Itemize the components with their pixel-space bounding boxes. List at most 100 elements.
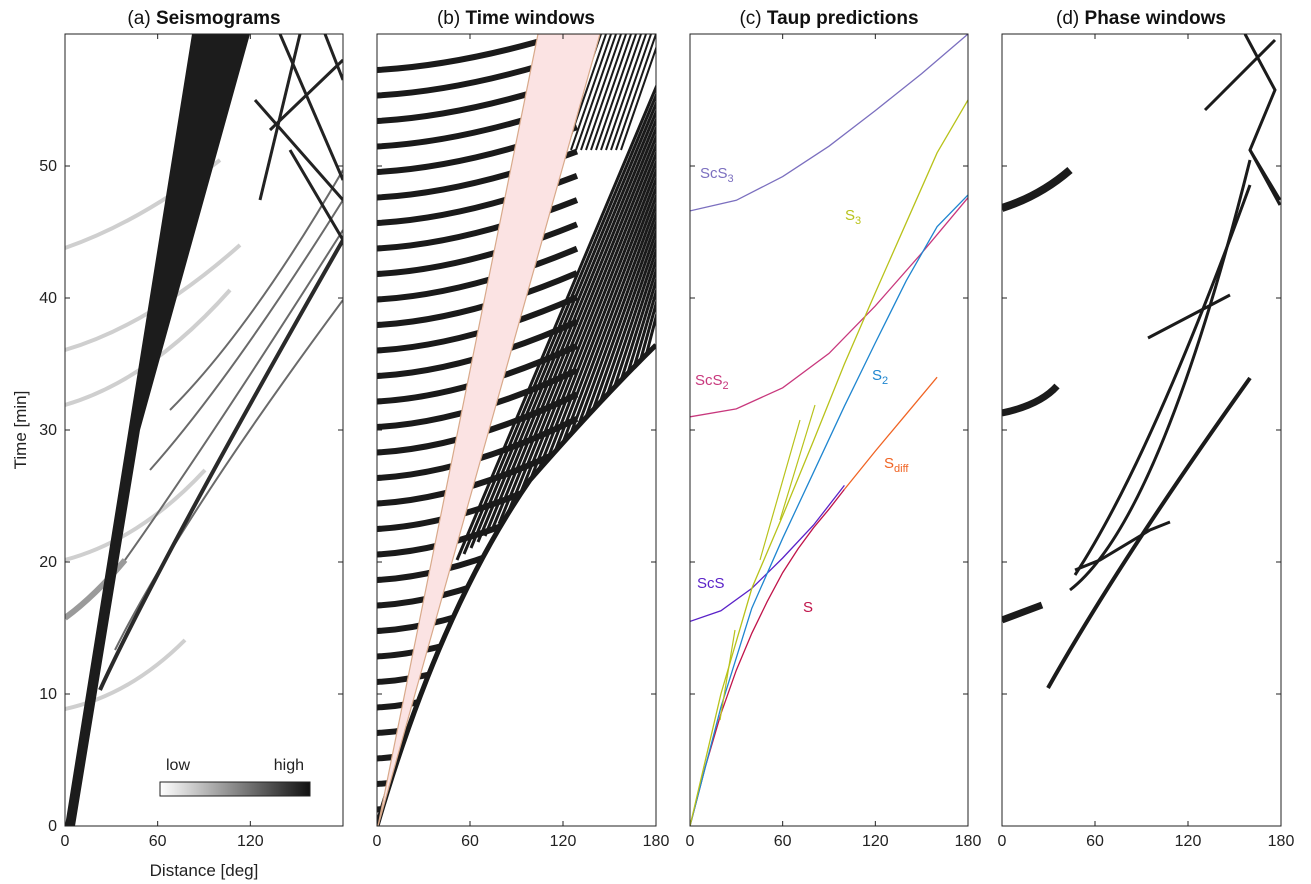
y-tick-label: 10	[39, 686, 57, 703]
window-scs	[1002, 601, 1044, 624]
x-tick-label: 60	[1086, 833, 1104, 850]
stripe	[539, 183, 656, 489]
direct-wedge	[65, 34, 250, 826]
window-crossing	[1074, 520, 1171, 572]
stripe	[511, 150, 656, 513]
x-tick-label: 0	[686, 833, 695, 850]
s3-fragment	[779, 404, 816, 521]
x-axis-label: Distance [deg]	[150, 861, 259, 880]
label-s2: S2	[872, 367, 888, 387]
colorbar-low-label: low	[166, 757, 190, 774]
stripe	[476, 108, 656, 543]
x-tick-label: 180	[955, 833, 982, 850]
y-tick-label: 0	[48, 818, 57, 835]
x-tick-label: 120	[550, 833, 577, 850]
window-scs2	[1002, 383, 1060, 417]
curve-s-3	[690, 99, 968, 826]
stripe	[525, 166, 656, 501]
shaded-window	[377, 34, 601, 826]
lower-mask	[377, 345, 656, 826]
curve-scs-3	[690, 34, 968, 212]
panel-frame	[689, 33, 969, 827]
cross-stripe	[590, 34, 632, 151]
colorbar-high-label: high	[274, 757, 304, 774]
branches	[114, 169, 343, 651]
cross-stripe	[620, 45, 656, 151]
stripe	[490, 124, 656, 531]
stripe	[518, 158, 656, 507]
x-tick-label: 180	[1268, 833, 1295, 850]
x-tick-label: 60	[461, 833, 479, 850]
cross-stripe	[570, 34, 612, 151]
s3-fragment	[719, 629, 736, 721]
cross-stripe	[610, 34, 652, 151]
stripe	[462, 91, 656, 555]
y-tick-label: 50	[39, 158, 57, 175]
panel-b-plot	[377, 34, 656, 826]
panel-d-plot	[1002, 34, 1281, 689]
curve-s	[690, 489, 845, 826]
y-tick-label: 30	[39, 422, 57, 439]
label-s: S	[803, 599, 813, 616]
panel-frame	[1001, 33, 1282, 827]
s3-fragment	[759, 419, 801, 561]
window-s-sdiff	[1046, 376, 1252, 689]
main-branch	[98, 239, 343, 691]
curve-s-2	[690, 194, 968, 826]
stripe	[483, 116, 656, 537]
x-tick-label: 60	[774, 833, 792, 850]
stripe	[504, 141, 656, 519]
cross-stripe	[575, 34, 617, 151]
colorbar	[159, 781, 311, 797]
window-s3	[1073, 184, 1252, 576]
x-tick-label: 60	[149, 833, 167, 850]
panel-b-title: (b) Time windows	[437, 8, 595, 29]
lower-boundary	[377, 343, 656, 826]
panel-c-plot	[690, 34, 968, 826]
stripe	[469, 100, 656, 549]
curve-scs-2	[690, 197, 968, 418]
label-scs3: ScS3	[700, 165, 734, 185]
arc	[377, 294, 579, 354]
cross-stripe	[595, 34, 637, 151]
label-scs2: ScS2	[695, 372, 729, 392]
label-sdiff: Sdiff	[884, 455, 909, 475]
label-scs: ScS	[697, 575, 725, 592]
panel-c-title: (c) Taup predictions	[739, 8, 918, 29]
y-tick-label: 20	[39, 554, 57, 571]
x-tick-label: 0	[998, 833, 1007, 850]
curve-s-diff	[843, 376, 938, 490]
arc	[377, 221, 579, 277]
x-tick-label: 120	[1175, 833, 1202, 850]
stripe	[497, 133, 656, 525]
arc	[377, 245, 579, 303]
stripe	[546, 192, 656, 483]
axes: 0 60 120 0 10 20 30 40 50 0 60 120 180 0 60 120 180 0 60 12…	[39, 33, 1295, 850]
x-tick-label: 0	[373, 833, 382, 850]
panel-d-title: (d) Phase windows	[1056, 8, 1226, 29]
panel-a-title: (a) Seismograms	[127, 8, 280, 29]
arc	[377, 270, 579, 328]
stripe	[455, 83, 656, 561]
crossing-lines	[253, 34, 343, 241]
cross-stripe	[615, 34, 656, 151]
y-tick-label: 40	[39, 290, 57, 307]
y-axis-label: Time [min]	[11, 391, 30, 470]
cross-stripe	[585, 34, 627, 151]
x-tick-label: 180	[643, 833, 670, 850]
x-tick-label: 120	[237, 833, 264, 850]
stripe	[560, 210, 656, 471]
window-zigzag-b	[1248, 149, 1281, 206]
panel-a-plot	[65, 34, 343, 826]
x-tick-label: 120	[862, 833, 889, 850]
window-s3-mid	[1147, 293, 1231, 340]
window-top	[1203, 38, 1277, 112]
cross-stripe	[600, 34, 642, 151]
faint-arcs	[65, 158, 242, 711]
cross-stripe	[605, 34, 647, 151]
scs-arc	[65, 558, 128, 621]
window-scs3	[1002, 166, 1073, 212]
cross-stripe	[580, 34, 622, 151]
label-s3: S3	[845, 207, 861, 227]
